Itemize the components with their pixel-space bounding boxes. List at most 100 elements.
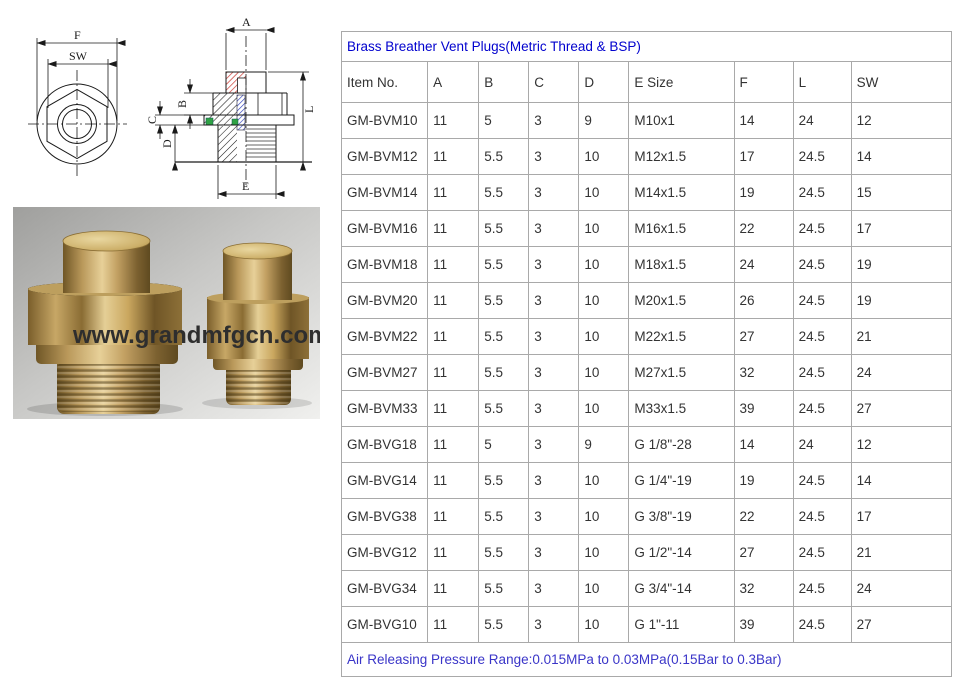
value-cell: 3 xyxy=(528,498,580,535)
value-cell: 26 xyxy=(733,282,794,319)
table-row: GM-BVG38 11 5.5 3 10 G 3/8"-19 22 24.5 17 xyxy=(340,498,953,535)
value-cell: 14 xyxy=(733,102,794,139)
item-no-cell: GM-BVM16 xyxy=(340,210,429,247)
item-no-cell: GM-BVM22 xyxy=(340,318,429,355)
table-footer-note: Air Releasing Pressure Range:0.015MPa to… xyxy=(341,642,952,677)
value-cell: G 3/8"-19 xyxy=(628,498,735,535)
table-title-row: Brass Breather Vent Plugs(Metric Thread … xyxy=(341,31,952,62)
column-header-0: Item No. xyxy=(340,61,429,103)
body-section-hatch-black xyxy=(204,93,237,125)
value-cell: 3 xyxy=(528,138,580,175)
value-cell: 11 xyxy=(427,462,480,499)
table-row: GM-BVM10 11 5 3 9 M10x1 14 24 12 xyxy=(340,102,953,139)
value-cell: 24.5 xyxy=(792,138,852,175)
column-header-6: F xyxy=(733,61,794,103)
table-row: GM-BVM16 11 5.5 3 10 M16x1.5 22 24.5 17 xyxy=(340,210,953,247)
value-cell: 24.5 xyxy=(792,210,852,247)
front-view xyxy=(28,38,127,178)
value-cell: 11 xyxy=(427,606,480,643)
value-cell: 11 xyxy=(427,318,480,355)
item-no-cell: GM-BVG14 xyxy=(340,462,429,499)
value-cell: 10 xyxy=(578,534,630,571)
value-cell: 14 xyxy=(850,462,953,499)
value-cell: 5.5 xyxy=(478,138,530,175)
right-plug-cap-top xyxy=(222,242,293,260)
value-cell: 17 xyxy=(850,498,953,535)
left-plug-thread-ridges xyxy=(57,362,160,412)
right-plug-thread-ridges xyxy=(226,366,291,404)
value-cell: M33x1.5 xyxy=(628,390,735,427)
value-cell: 24.5 xyxy=(792,282,852,319)
value-cell: 11 xyxy=(427,570,480,607)
column-header-5: E Size xyxy=(628,61,735,103)
column-header-4: D xyxy=(578,61,630,103)
table-header-row: Item No. A B C D E Size F L SW xyxy=(340,61,953,103)
value-cell: 24.5 xyxy=(792,390,852,427)
value-cell: 24 xyxy=(733,246,794,283)
table-row: GM-BVM22 11 5.5 3 10 M22x1.5 27 24.5 21 xyxy=(340,318,953,355)
value-cell: M14x1.5 xyxy=(628,174,735,211)
value-cell: 3 xyxy=(528,246,580,283)
cap-outer-circle xyxy=(57,104,97,144)
value-cell: 12 xyxy=(850,426,953,463)
dimension-label-b: B xyxy=(175,100,189,108)
item-no-cell: GM-BVM33 xyxy=(340,390,429,427)
column-header-3: C xyxy=(528,61,580,103)
value-cell: 24.5 xyxy=(792,174,852,211)
value-cell: M10x1 xyxy=(628,102,735,139)
spec-table-element: Brass Breather Vent Plugs(Metric Thread … xyxy=(340,31,953,677)
washer-outline xyxy=(203,114,295,126)
value-cell: G 1/4"-19 xyxy=(628,462,735,499)
value-cell: 5.5 xyxy=(478,282,530,319)
value-cell: 3 xyxy=(528,426,580,463)
value-cell: 5.5 xyxy=(478,174,530,211)
value-cell: 22 xyxy=(733,498,794,535)
table-row: GM-BVM14 11 5.5 3 10 M14x1.5 19 24.5 15 xyxy=(340,174,953,211)
value-cell: 21 xyxy=(850,534,953,571)
value-cell: 24.5 xyxy=(792,498,852,535)
column-header-1: A xyxy=(427,61,480,103)
left-plug-cap-top xyxy=(62,230,151,252)
column-header-7: L xyxy=(792,61,852,103)
value-cell: 11 xyxy=(427,426,480,463)
value-cell: 11 xyxy=(427,354,480,391)
value-cell: 9 xyxy=(578,426,630,463)
value-cell: M22x1.5 xyxy=(628,318,735,355)
right-plug-hex xyxy=(207,297,309,359)
thread-lines xyxy=(246,128,276,158)
value-cell: 5.5 xyxy=(478,462,530,499)
value-cell: 5.5 xyxy=(478,534,530,571)
value-cell: 22 xyxy=(733,210,794,247)
watermark-text: www.grandmfgcn.com xyxy=(72,322,320,349)
value-cell: 3 xyxy=(528,534,580,571)
inner-stem-hatch-blue xyxy=(236,94,246,131)
dimension-label-d: D xyxy=(160,139,174,148)
value-cell: 11 xyxy=(427,498,480,535)
table-footer-row: Air Releasing Pressure Range:0.015MPa to… xyxy=(341,642,952,677)
value-cell: M18x1.5 xyxy=(628,246,735,283)
value-cell: 10 xyxy=(578,318,630,355)
table-row: GM-BVG10 11 5.5 3 10 G 1"-11 39 24.5 27 xyxy=(340,606,953,643)
cap-bore-white xyxy=(237,77,247,94)
left-plug xyxy=(28,230,182,414)
value-cell: M16x1.5 xyxy=(628,210,735,247)
value-cell: 24.5 xyxy=(792,462,852,499)
value-cell: 21 xyxy=(850,318,953,355)
item-no-cell: GM-BVM12 xyxy=(340,138,429,175)
table-row: GM-BVG18 11 5 3 9 G 1/8"-28 14 24 12 xyxy=(340,426,953,463)
value-cell: 11 xyxy=(427,282,480,319)
value-cell: 39 xyxy=(733,390,794,427)
column-header-2: B xyxy=(478,61,530,103)
value-cell: 39 xyxy=(733,606,794,643)
left-plug-hex xyxy=(28,288,182,345)
value-cell: 24.5 xyxy=(792,606,852,643)
value-cell: 10 xyxy=(578,390,630,427)
table-row: GM-BVG34 11 5.5 3 10 G 3/4"-14 32 24.5 24 xyxy=(340,570,953,607)
value-cell: 3 xyxy=(528,390,580,427)
value-cell: 24.5 xyxy=(792,246,852,283)
value-cell: 10 xyxy=(578,570,630,607)
oring-center-green xyxy=(231,118,239,126)
cap-inner-circle xyxy=(62,109,92,139)
value-cell: 5.5 xyxy=(478,390,530,427)
